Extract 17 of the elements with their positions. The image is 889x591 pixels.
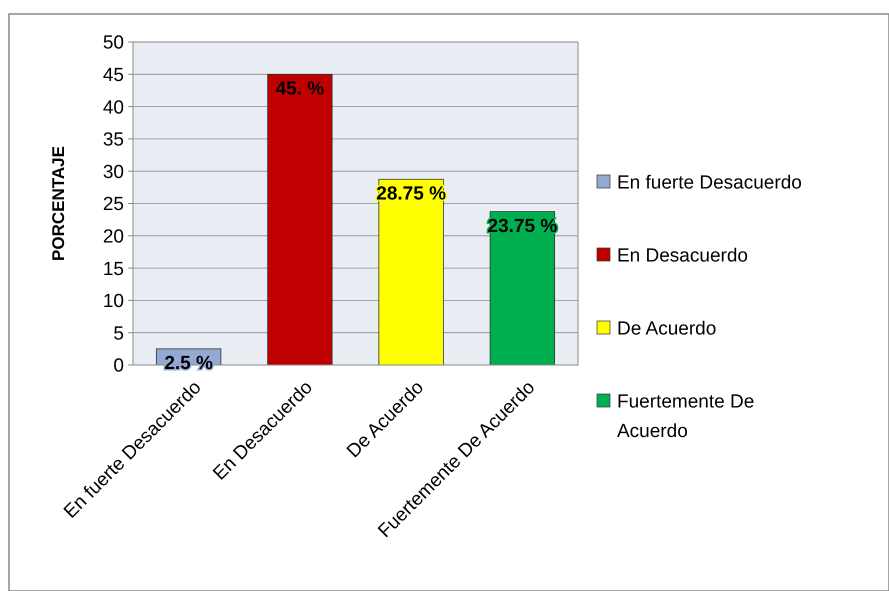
y-tick-label: 15 (102, 258, 124, 280)
y-tick-label: 40 (102, 97, 124, 118)
y-tick-label: 30 (102, 162, 124, 183)
data-label: 45. % (276, 78, 324, 100)
y-tick-label: 25 (102, 194, 124, 216)
legend-label: De Acuerdo (617, 318, 716, 340)
legend-label: En fuerte Desacuerdo (617, 172, 802, 194)
data-label: 2.5 % (164, 353, 214, 374)
y-tick-label: 45 (102, 64, 124, 86)
y-tick-label: 10 (102, 291, 124, 312)
y-tick-label: 5 (113, 323, 124, 344)
y-tick-label: 0 (113, 356, 124, 377)
y-tick-label: 50 (102, 32, 124, 54)
y-tick-label: 20 (102, 226, 124, 248)
y-axis-title: PORCENTAJE (49, 146, 68, 261)
y-tick-label: 35 (102, 130, 124, 151)
legend-label: En Desacuerdo (617, 246, 748, 267)
